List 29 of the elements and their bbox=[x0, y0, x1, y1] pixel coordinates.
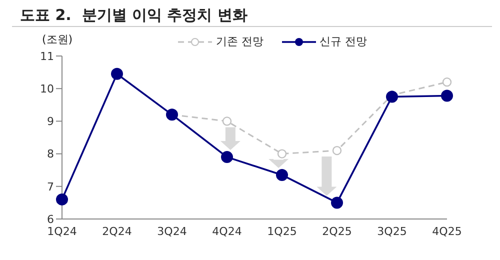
point bbox=[56, 193, 68, 206]
point bbox=[331, 196, 343, 209]
y-tick-label: 9 bbox=[47, 115, 54, 128]
point bbox=[111, 68, 123, 80]
x-tick-label: 4Q24 bbox=[212, 224, 242, 238]
y-tick-label: 6 bbox=[47, 212, 54, 226]
point bbox=[276, 168, 288, 181]
point bbox=[277, 149, 287, 158]
point bbox=[222, 116, 232, 126]
point bbox=[441, 90, 453, 102]
x-tick-label: 2Q25 bbox=[322, 224, 352, 238]
x-tick-label: 1Q25 bbox=[267, 224, 297, 238]
point bbox=[386, 90, 398, 103]
chart-title: 도표 2. 분기별 이익 추정치 변화 bbox=[20, 6, 248, 25]
y-tick-label: 8 bbox=[47, 148, 54, 161]
x-tick-label: 3Q24 bbox=[157, 224, 187, 238]
x-tick-label: 3Q25 bbox=[377, 224, 407, 238]
x-tick-label: 1Q24 bbox=[47, 224, 77, 238]
legend-label: 기존 전망 bbox=[215, 34, 264, 49]
point bbox=[221, 151, 233, 164]
point bbox=[442, 77, 452, 87]
y-tick-label: 11 bbox=[40, 50, 54, 63]
legend-label: 신규 전망 bbox=[318, 34, 367, 49]
y-tick-label: 10 bbox=[40, 82, 54, 96]
y-tick-label: 7 bbox=[47, 180, 54, 194]
x-tick-label: 2Q24 bbox=[102, 224, 132, 238]
point bbox=[332, 146, 342, 156]
x-tick-label: 4Q25 bbox=[432, 224, 462, 238]
y-axis-title: (조원) bbox=[42, 32, 73, 47]
